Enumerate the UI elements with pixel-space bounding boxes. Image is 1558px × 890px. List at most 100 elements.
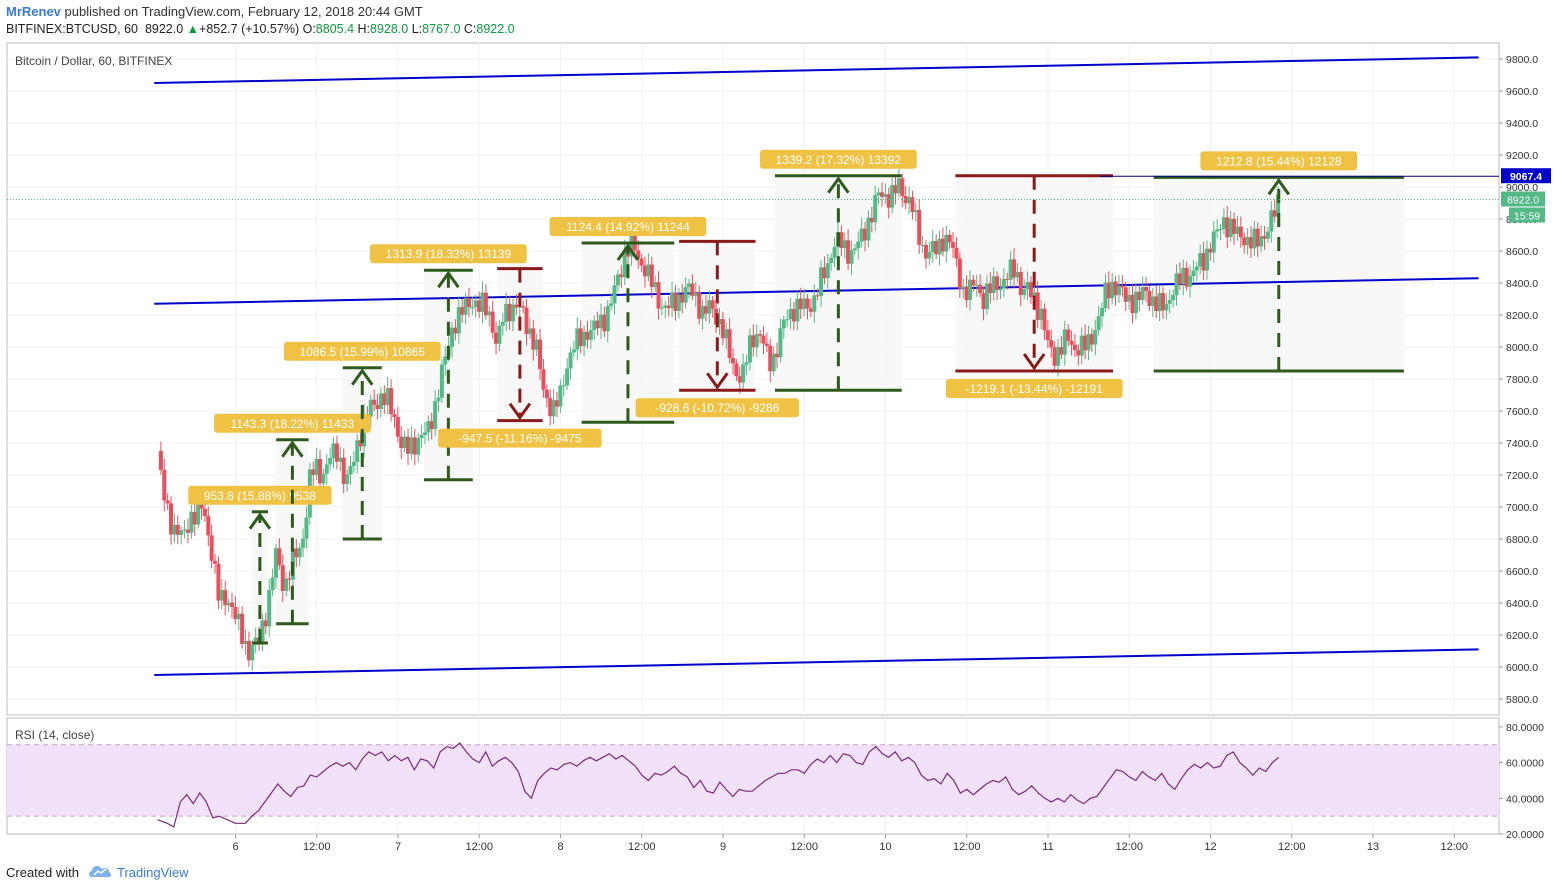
candle-body-up xyxy=(1218,228,1223,230)
candle-body-down xyxy=(923,244,928,259)
candle-body-up xyxy=(378,393,383,410)
candle-body-down xyxy=(1144,287,1149,291)
candle-body-up xyxy=(646,264,651,277)
candle-body-up xyxy=(1022,289,1027,295)
candle-body-down xyxy=(223,590,228,606)
x-tick-label: 12:00 xyxy=(303,841,331,853)
candle-body-up xyxy=(866,217,871,241)
candle-body-down xyxy=(1255,228,1260,247)
candle-body-up xyxy=(927,252,932,259)
price-measurement: 1143.3 (18.22%) 11433 xyxy=(214,413,371,626)
candle-body-up xyxy=(409,437,414,454)
y-tick-label: 9600.0 xyxy=(1506,86,1538,98)
candle-body-down xyxy=(839,232,844,249)
y-tick-label: 8400.0 xyxy=(1506,278,1538,290)
candle-body-up xyxy=(443,356,448,365)
candle-body-up xyxy=(1191,270,1196,277)
price-measurement: 1086.5 (15.99%) 10865 xyxy=(283,341,441,541)
y-tick-label: 6000.0 xyxy=(1506,662,1538,674)
symbol-info: BITFINEX:BTCUSD, 60 8922.0 ▲+852.7 (+10.… xyxy=(6,22,515,36)
candle-body-up xyxy=(984,283,989,310)
countdown-label: 15:59 xyxy=(1514,210,1540,222)
candle-body-down xyxy=(903,196,908,204)
trend-channel[interactable] xyxy=(154,56,1479,676)
candle-body-up xyxy=(301,538,306,548)
y-tick-label: 6800.0 xyxy=(1506,534,1538,546)
author-link[interactable]: MrRenev xyxy=(6,4,61,19)
candle-body-up xyxy=(1276,194,1281,217)
measure-label: 1339.2 (17.32%) 13392 xyxy=(776,153,902,167)
candle-body-up xyxy=(812,295,817,312)
candle-body-down xyxy=(263,620,268,627)
close-value: 8922.0 xyxy=(476,22,515,36)
measure-label: -1219.1 (-13.44%) -12191 xyxy=(965,382,1103,396)
candle-body-down xyxy=(507,303,512,322)
y-tick-label: 7400.0 xyxy=(1506,438,1538,450)
candle-body-down xyxy=(521,306,526,308)
candle-body-down xyxy=(632,231,637,251)
candle-body-down xyxy=(808,308,813,312)
y-tick-label: 9400.0 xyxy=(1506,118,1538,130)
measure-label-bg xyxy=(188,485,332,505)
candle-body-down xyxy=(406,436,411,454)
rsi-title: RSI (14, close) xyxy=(15,728,94,742)
candle-body-down xyxy=(995,276,1000,291)
candle-body-up xyxy=(747,335,752,363)
y-tick-label: 7800.0 xyxy=(1506,374,1538,386)
candle-body-down xyxy=(477,300,482,312)
measure-label: 1212.8 (15.44%) 12128 xyxy=(1216,154,1342,168)
candle-body-up xyxy=(859,228,864,242)
candle-body-up xyxy=(1110,281,1115,299)
candle-body-down xyxy=(863,228,868,241)
tradingview-brand-link[interactable]: TradingView xyxy=(116,865,189,880)
measure-label: -928.6 (-10.72%) -9286 xyxy=(655,401,779,415)
candle-body-up xyxy=(1259,236,1264,247)
candle-body-down xyxy=(341,457,346,485)
rsi-y-tick-label: 60.0000 xyxy=(1506,758,1544,770)
candle-body-up xyxy=(998,288,1003,291)
candle-body-up xyxy=(785,319,790,321)
rsi-y-tick-label: 80.0000 xyxy=(1506,722,1544,734)
y-tick-label: 7600.0 xyxy=(1506,406,1538,418)
candle-body-down xyxy=(643,265,647,277)
candle-body-up xyxy=(385,388,390,405)
candle-body-up xyxy=(348,466,353,475)
y-tick-label: 6400.0 xyxy=(1506,598,1538,610)
candle-body-up xyxy=(1181,267,1186,285)
created-with-text: Created with xyxy=(6,865,79,880)
measure-label: 1124.4 (14.92%) 11244 xyxy=(566,220,690,234)
candle-body-up xyxy=(741,364,746,383)
price-measurement: 1212.8 (15.44%) 12128 xyxy=(1153,151,1404,373)
candle-body-up xyxy=(717,319,722,325)
candle-body-down xyxy=(531,328,536,350)
candle-body-up xyxy=(510,304,515,322)
candle-body-up xyxy=(284,578,289,591)
candle-body-up xyxy=(463,298,468,315)
candle-body-up xyxy=(575,328,580,350)
candle-body-down xyxy=(727,329,732,358)
candle-body-down xyxy=(318,458,322,484)
candle-body-down xyxy=(1089,334,1094,345)
candle-body-up xyxy=(1228,218,1233,238)
y-tick-label: 8600.0 xyxy=(1506,246,1538,258)
candle-body-up xyxy=(321,473,326,484)
y-tick-label: 7200.0 xyxy=(1506,470,1538,482)
measurements[interactable]: 953.8 (15.88%) 9538 1143.3 (18.22%) 11433… xyxy=(7,149,1499,645)
candle-body-down xyxy=(798,298,803,310)
candle-body-up xyxy=(896,178,901,194)
channel-line xyxy=(154,277,1479,305)
candle-body-up xyxy=(832,247,837,258)
candle-body-down xyxy=(934,240,939,255)
candle-body-up xyxy=(402,436,407,449)
candle-body-down xyxy=(548,398,553,417)
candle-body-up xyxy=(328,458,333,465)
candle-body-up xyxy=(778,328,783,358)
candle-body-up xyxy=(781,319,786,329)
candle-body-down xyxy=(734,363,739,377)
candle-body-up xyxy=(961,286,966,289)
candle-body-down xyxy=(389,388,394,415)
candle-body-down xyxy=(988,283,993,293)
candle-body-up xyxy=(1167,300,1172,304)
candle-body-up xyxy=(582,331,587,347)
